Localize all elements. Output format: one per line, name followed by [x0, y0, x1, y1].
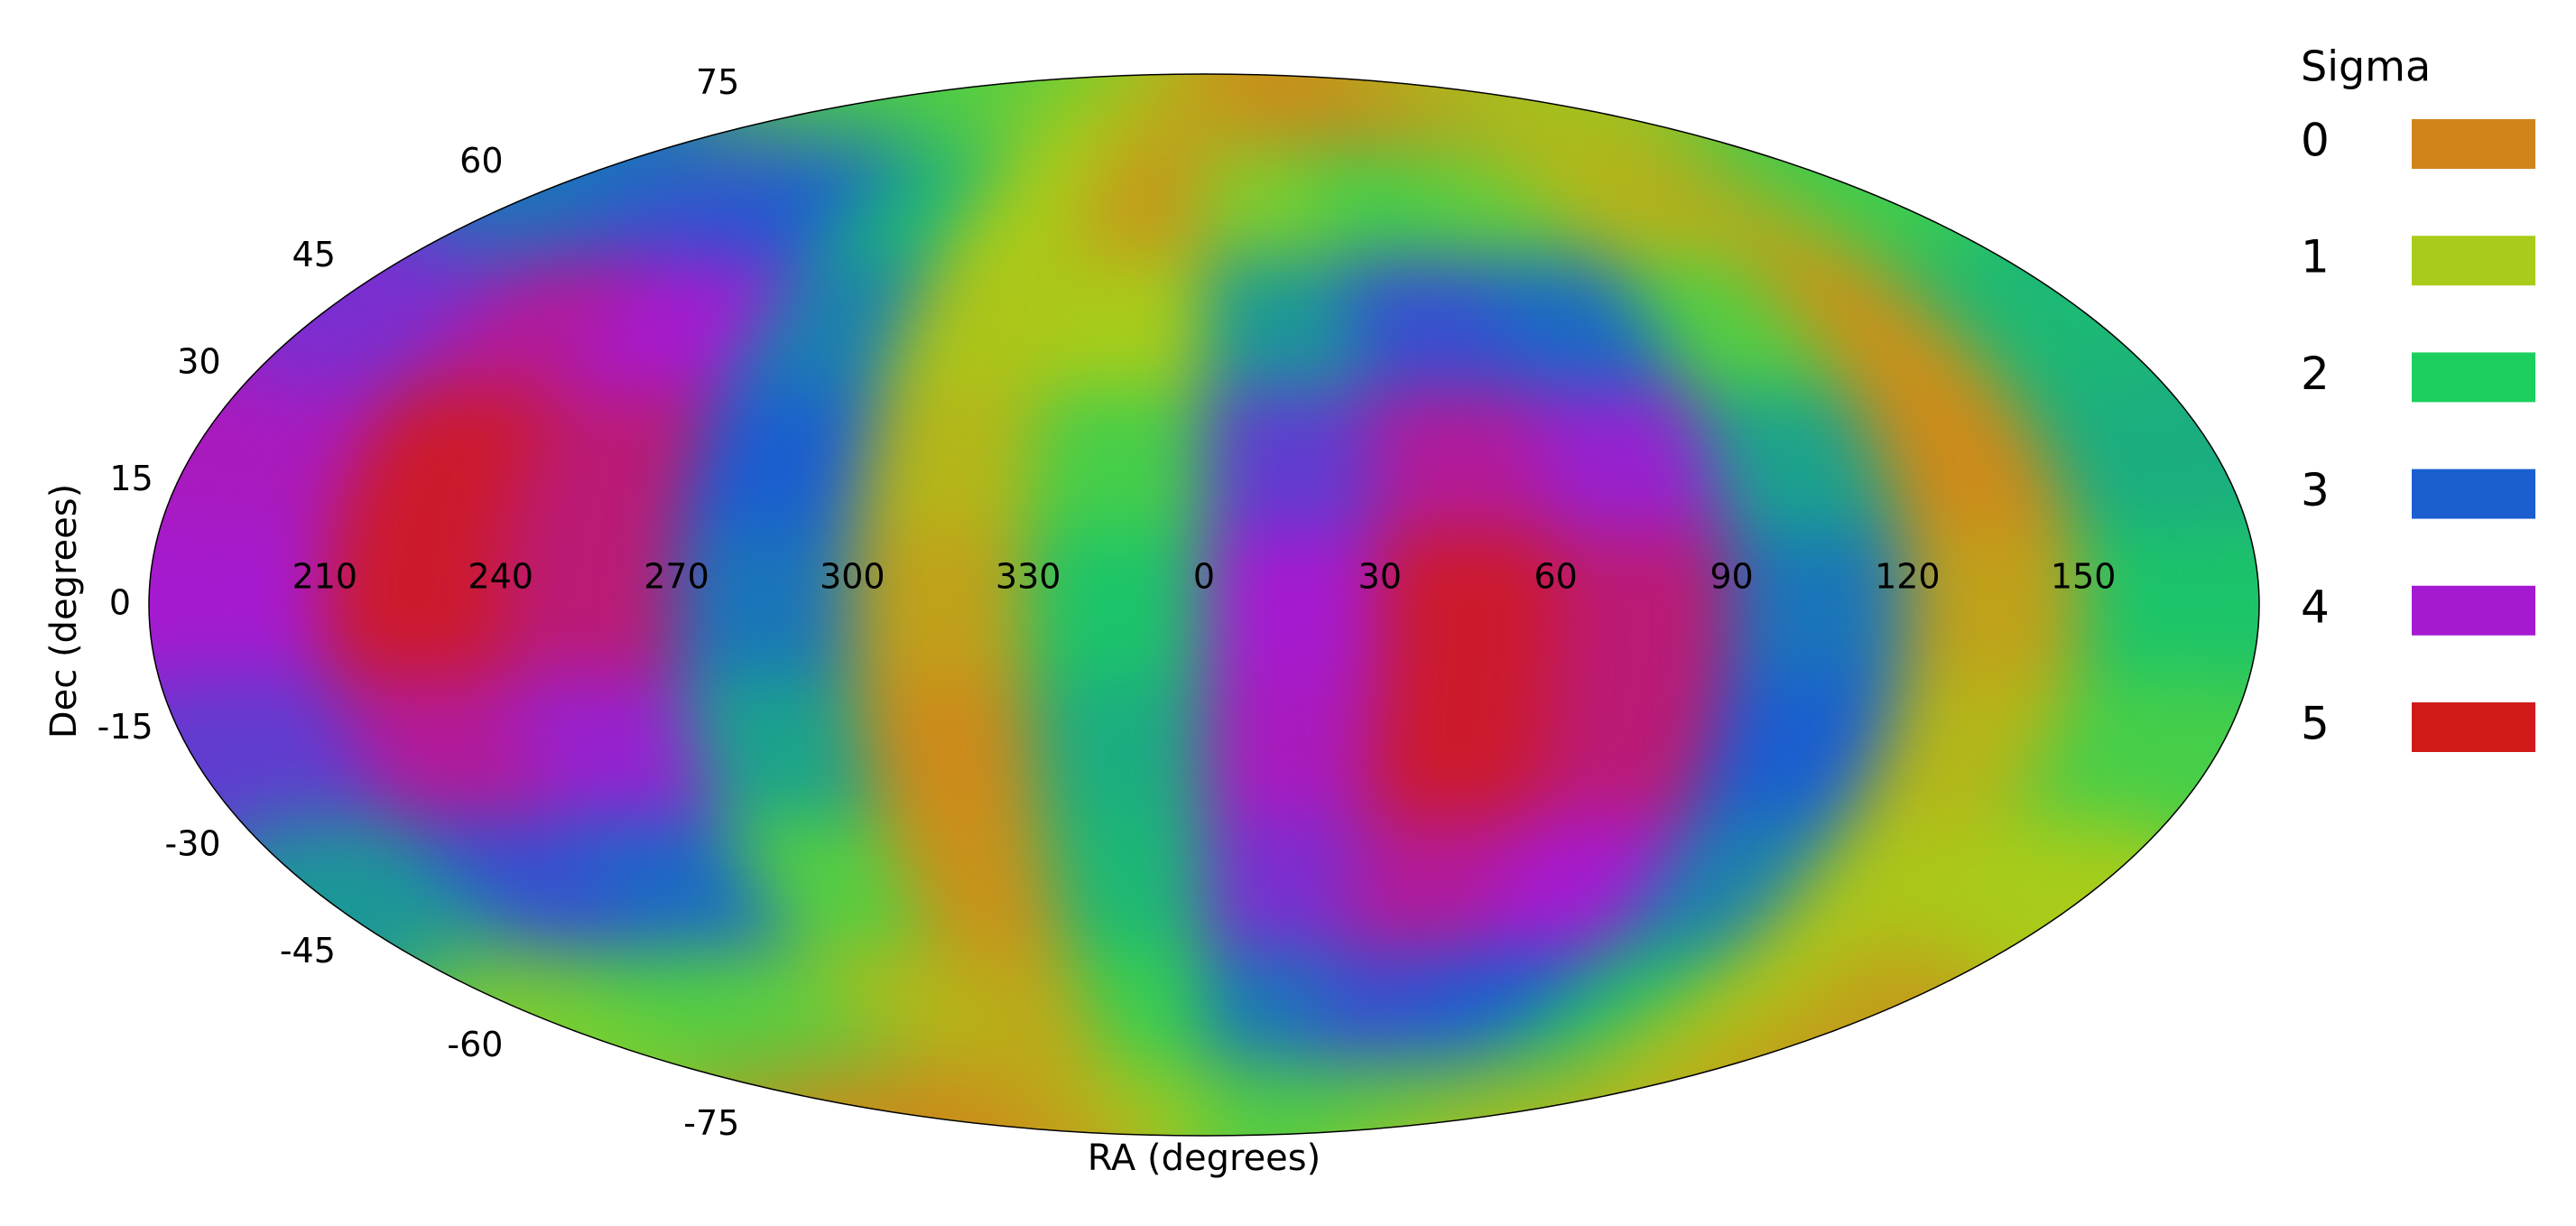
legend-swatch: [2412, 469, 2535, 519]
sigma-cell: [851, 531, 1032, 679]
y-tick-label: 15: [109, 459, 153, 498]
sigma-field: [149, 74, 2259, 1136]
y-tick-label: 30: [177, 341, 220, 381]
legend-swatch: [2412, 119, 2535, 169]
y-tick-label: -75: [683, 1103, 739, 1143]
legend-swatch: [2412, 236, 2535, 286]
sigma-cell: [1203, 389, 1380, 534]
x-tick-label: 330: [996, 557, 1061, 597]
sigma-cell: [1042, 258, 1205, 392]
y-tick-label: 0: [109, 583, 131, 623]
sigma-cell: [499, 531, 683, 679]
x-tick-label: 150: [2051, 557, 2117, 597]
y-tick-label: -30: [165, 824, 221, 864]
y-axis-label: Dec (degrees): [43, 484, 85, 738]
sigma-cell: [149, 531, 335, 679]
sigma-cell: [1899, 531, 2085, 679]
legend-title: Sigma: [2301, 42, 2431, 91]
y-tick-label: -15: [97, 707, 153, 747]
sigma-cell: [675, 531, 857, 679]
y-tick-label: 60: [459, 141, 503, 181]
y-tick-label: 45: [292, 235, 336, 274]
x-tick-label: 0: [1193, 557, 1215, 597]
sigma-cell: [2073, 531, 2259, 679]
sigma-cell: [1203, 676, 1380, 821]
sigma-cell: [1203, 818, 1367, 952]
y-tick-label: -60: [447, 1025, 503, 1064]
legend-label: 0: [2301, 115, 2330, 167]
sigma-cell: [1551, 531, 1733, 679]
sigma-cell: [854, 676, 1044, 821]
x-axis-label: RA (degrees): [1088, 1138, 1320, 1179]
y-tick-label: 75: [696, 62, 739, 102]
sigma-cell: [1113, 1061, 1205, 1136]
sigma-cell: [1364, 389, 1554, 534]
sigma-cell: [1203, 258, 1367, 392]
sigma-cell: [1028, 389, 1205, 534]
x-tick-label: 30: [1358, 557, 1402, 597]
x-tick-label: 120: [1875, 557, 1941, 597]
sky-map: [149, 74, 2259, 1136]
x-tick-label: 90: [1710, 557, 1753, 597]
sigma-cell: [323, 531, 509, 679]
x-tick-label: 210: [292, 557, 358, 597]
legend-swatch: [2412, 352, 2535, 403]
sigma-cell: [1725, 531, 1909, 679]
sigma-cell: [1028, 676, 1205, 821]
sigma-cell: [1027, 531, 1205, 679]
y-tick-label: -45: [280, 931, 336, 971]
sigma-cell: [1364, 676, 1554, 821]
legend-label: 5: [2301, 698, 2330, 750]
sigma-cell: [1376, 531, 1557, 679]
sigma-cell: [854, 389, 1044, 534]
x-tick-label: 60: [1534, 557, 1577, 597]
legend-label: 3: [2301, 464, 2330, 516]
x-tick-label: 270: [644, 557, 709, 597]
legend: Sigma 0 1 2 3 4 5: [2301, 42, 2535, 752]
x-tick-label: 300: [820, 557, 885, 597]
legend-label: 4: [2301, 580, 2330, 633]
legend-swatch: [2412, 702, 2535, 752]
axis-labels: 210 240 270 300 330 0 30 60 90 120 15075604530150-…: [97, 62, 2117, 1143]
sigma-cell: [1203, 531, 1381, 679]
legend-swatch: [2412, 585, 2535, 636]
sigma-cell: [1042, 818, 1205, 952]
x-tick-label: 240: [468, 557, 533, 597]
sky-outline: [148, 73, 2260, 1137]
legend-label: 2: [2301, 348, 2330, 400]
legend-label: 1: [2301, 231, 2330, 283]
